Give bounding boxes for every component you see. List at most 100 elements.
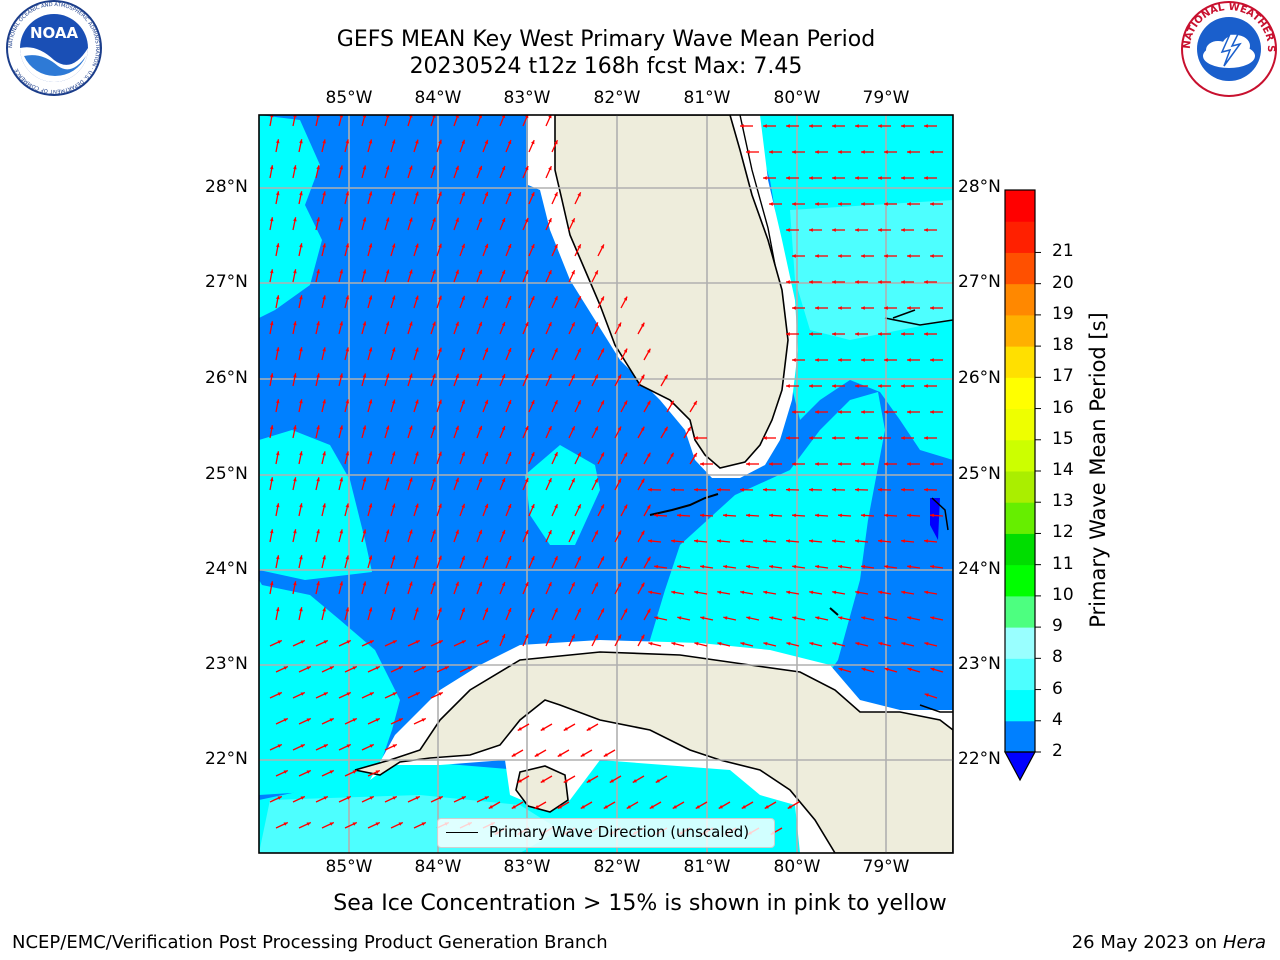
- latitude-label-left: 27°N: [205, 272, 248, 292]
- longitude-label-top: 79°W: [862, 88, 910, 108]
- colorbar-tick-label: 20: [1052, 272, 1074, 293]
- wave-direction-arrowhead: [415, 796, 420, 800]
- wave-direction-arrowhead: [531, 244, 535, 249]
- wave-direction-arrowhead: [316, 425, 320, 430]
- wave-direction-arrowhead: [548, 115, 552, 119]
- wave-direction-arrowhead: [717, 487, 721, 492]
- wave-direction-arrowhead: [507, 451, 512, 457]
- wave-direction-arrowhead: [832, 124, 836, 128]
- band-6-8-region: [790, 200, 953, 340]
- wave-direction-arrowhead: [700, 513, 704, 518]
- wave-direction-arrowhead: [677, 564, 682, 569]
- wave-direction-arrowhead: [368, 607, 373, 612]
- wave-direction-arrowhead: [339, 165, 344, 170]
- wave-direction-arrowhead: [438, 607, 442, 612]
- wave-direction-arrowhead: [700, 462, 704, 466]
- wave-direction-arrowhead: [623, 608, 628, 613]
- wave-direction-arrowhead: [306, 770, 311, 774]
- colorbar-segment: [1005, 252, 1035, 285]
- wave-direction-arrowhead: [792, 254, 796, 258]
- wave-direction-arrowhead: [594, 322, 598, 327]
- wave-direction-arrowhead: [478, 529, 482, 535]
- wave-direction-arrowhead: [369, 692, 374, 696]
- wave-direction-arrowhead: [478, 269, 482, 275]
- colorbar-segment: [1005, 221, 1035, 253]
- wave-direction-arrowhead: [438, 555, 442, 560]
- wave-direction-arrowhead: [455, 477, 459, 482]
- wave-direction-arrowhead: [299, 243, 303, 248]
- wave-direction-arrowhead: [609, 779, 614, 783]
- wave-direction-arrowhead: [385, 165, 390, 170]
- wave-direction-arrowhead: [507, 555, 512, 561]
- chart-subtitle: 20230524 t12z 168h fcst Max: 7.45: [409, 54, 803, 79]
- wave-direction-arrowhead: [293, 217, 297, 222]
- wave-direction-arrowhead: [352, 718, 357, 722]
- wave-direction-arrowhead: [345, 139, 350, 144]
- colorbar-segment: [1005, 439, 1035, 472]
- band-under-2-region: [930, 498, 940, 540]
- wave-direction-arrowhead: [815, 358, 819, 362]
- wave-direction-arrowhead: [455, 165, 459, 170]
- wave-direction-arrowhead: [501, 529, 506, 535]
- wave-direction-arrowhead: [907, 306, 911, 310]
- wave-direction-arrowhead: [368, 139, 373, 144]
- wave-direction-arrowhead: [438, 692, 443, 696]
- wave-direction-arrowhead: [385, 425, 390, 430]
- wave-direction-arrowhead: [600, 244, 604, 249]
- longitude-label-bottom: 85°W: [325, 857, 373, 877]
- wave-direction-arrowhead: [571, 270, 575, 275]
- wave-direction-arrowhead: [438, 347, 442, 352]
- wave-direction-arrowhead: [907, 462, 911, 466]
- wave-direction-arrowhead: [740, 539, 745, 543]
- nws-logo: NATIONAL WEATHER SERVICE: [1178, 0, 1277, 97]
- colorbar-tick-label: 14: [1052, 460, 1074, 480]
- wave-direction-arrowhead: [646, 400, 651, 405]
- wave-direction-arrowhead: [554, 608, 558, 613]
- wave-direction-arrowhead: [548, 426, 552, 431]
- wave-direction-arrowhead: [907, 410, 911, 414]
- wave-direction-arrowhead: [623, 452, 628, 457]
- colorbar: [1003, 189, 1041, 782]
- wave-direction-arrowhead: [878, 539, 883, 543]
- wave-direction-arrowhead: [524, 478, 529, 483]
- wave-direction-arrowhead: [484, 503, 489, 509]
- wave-direction-arrowhead: [594, 582, 598, 587]
- wave-direction-arrowhead: [461, 796, 466, 800]
- latitude-label-left: 23°N: [205, 654, 248, 674]
- wave-direction-arrowhead: [501, 633, 506, 639]
- wave-direction-arrowhead: [740, 124, 744, 128]
- wave-direction-arrowhead: [507, 243, 512, 249]
- florida-keys: [649, 493, 719, 516]
- wave-direction-arrowhead: [717, 590, 722, 595]
- wave-direction-arrowhead: [832, 176, 836, 180]
- wave-direction-arrowhead: [930, 462, 934, 466]
- longitude-label-bottom: 84°W: [414, 857, 462, 877]
- wave-direction-arrowhead: [878, 590, 883, 595]
- wave-direction-arrowhead: [362, 425, 367, 430]
- wave-direction-arrowhead: [577, 244, 581, 249]
- wave-direction-arrowhead: [507, 139, 512, 145]
- wave-direction-arrowhead: [617, 374, 622, 379]
- wave-direction-arrowhead: [557, 805, 562, 809]
- wave-direction-arrowhead: [548, 478, 552, 483]
- wave-direction-arrowhead: [432, 217, 436, 222]
- wave-direction-arrowhead: [855, 539, 860, 543]
- colorbar-segment: [1005, 627, 1035, 659]
- wave-direction-arrowhead: [524, 426, 529, 431]
- wave-direction-arrowhead: [677, 616, 682, 620]
- colorbar-tick-label: 17: [1052, 366, 1074, 387]
- wave-direction-arrowhead: [339, 425, 344, 430]
- wave-direction-arrowhead: [362, 581, 367, 586]
- longitude-label-bottom: 80°W: [773, 857, 821, 877]
- wave-direction-arrowhead: [901, 332, 905, 336]
- wave-direction-arrowhead: [603, 753, 608, 757]
- wave-direction-arrowhead: [507, 295, 512, 301]
- wave-direction-arrowhead: [878, 641, 883, 646]
- wave-direction-arrowhead: [415, 347, 419, 352]
- wave-direction-arrowhead: [792, 564, 797, 569]
- wave-direction-arrowhead: [306, 822, 311, 826]
- wave-direction-arrowhead: [884, 616, 889, 620]
- wave-direction-arrowhead: [861, 616, 866, 620]
- wave-direction-arrowhead: [700, 616, 705, 620]
